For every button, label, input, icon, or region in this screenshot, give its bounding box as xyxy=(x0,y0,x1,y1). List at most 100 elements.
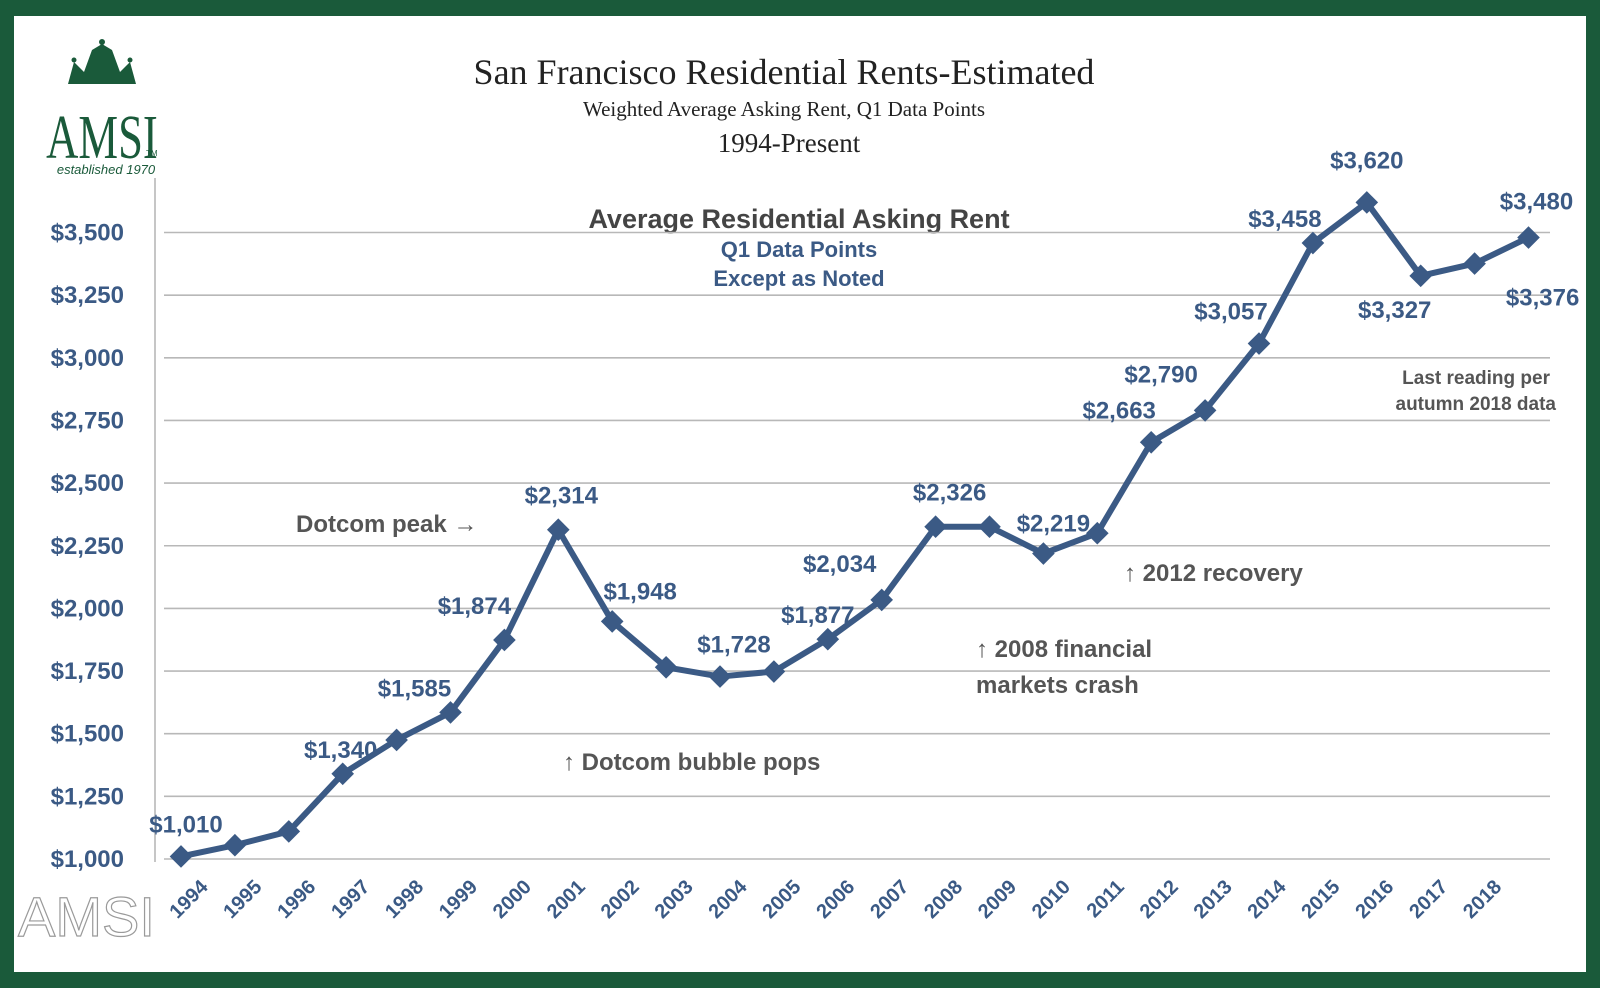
data-label: $3,480 xyxy=(1500,189,1573,216)
data-label: $3,057 xyxy=(1194,299,1267,326)
data-point xyxy=(1463,252,1486,275)
data-label: $1,728 xyxy=(697,632,770,659)
x-tick-label: 2018 xyxy=(1459,876,1506,923)
data-point xyxy=(816,627,840,651)
x-tick-label: 2002 xyxy=(597,876,644,923)
data-point xyxy=(1139,430,1163,454)
data-point xyxy=(1247,332,1271,355)
data-point xyxy=(708,665,732,688)
x-tick-label: 2011 xyxy=(1083,876,1129,922)
annotation-2008-crash-2: markets crash xyxy=(976,672,1139,699)
chart-subtitle-1: Q1 Data Points xyxy=(721,237,877,262)
y-tick-label: $1,500 xyxy=(51,721,124,748)
series-rent xyxy=(169,191,1540,868)
page-period: 1994-Present xyxy=(718,128,861,158)
data-label: $1,340 xyxy=(304,737,377,764)
x-tick-label: 2015 xyxy=(1297,876,1344,923)
annotation-dotcom-peak: Dotcom peak → xyxy=(296,511,477,538)
data-label: $2,790 xyxy=(1124,361,1197,388)
data-label: $2,219 xyxy=(1017,511,1090,538)
chart-subtitle-2: Except as Noted xyxy=(713,266,884,291)
annotation-2008-crash-1: ↑ 2008 financial xyxy=(976,636,1152,663)
x-tick-label: 1996 xyxy=(273,876,320,923)
y-tick-label: $2,500 xyxy=(51,470,124,497)
data-point xyxy=(385,728,408,752)
chart-title: Average Residential Asking Rent xyxy=(588,204,1009,234)
series-line xyxy=(180,199,1530,860)
x-tick-label: 2008 xyxy=(920,876,967,923)
x-tick-label: 1994 xyxy=(166,875,214,923)
data-point xyxy=(978,515,1001,539)
data-point xyxy=(331,762,355,786)
data-label: $3,376 xyxy=(1506,285,1579,312)
data-label: $1,585 xyxy=(378,675,451,702)
annotation-last-reading-2: autumn 2018 data xyxy=(1396,394,1557,415)
x-tick-label: 2004 xyxy=(705,875,753,923)
data-point xyxy=(762,660,786,683)
x-tick-label: 2012 xyxy=(1136,876,1183,923)
x-tick-label: 2000 xyxy=(489,876,536,923)
x-tick-label: 2013 xyxy=(1190,876,1237,923)
x-tick-label: 1999 xyxy=(435,876,482,923)
logo-tm: TM xyxy=(146,149,158,158)
data-point xyxy=(600,610,624,633)
page-title: San Francisco Residential Rents-Estimate… xyxy=(474,52,1095,92)
y-tick-label: $1,250 xyxy=(51,783,124,810)
x-axis-ticks: 1994 1995 1996 1997 1998 1999 2000 2001 2002 2003… xyxy=(166,875,1507,923)
x-tick-label: 2016 xyxy=(1351,876,1398,923)
x-tick-label: 2017 xyxy=(1405,876,1452,923)
y-tick-label: $3,000 xyxy=(51,345,124,372)
logo-text: AMSI xyxy=(46,103,158,172)
x-tick-label: 2009 xyxy=(974,876,1021,923)
annotation-2012-recovery: ↑ 2012 recovery xyxy=(1124,560,1303,587)
x-tick-label: 2010 xyxy=(1028,876,1075,923)
x-tick-label: 2005 xyxy=(758,876,805,923)
data-labels: $1,010 $1,340 $1,585 $1,874 $2,314 $1,948 $1,7… xyxy=(149,147,1579,838)
data-point xyxy=(1193,399,1217,422)
data-point xyxy=(654,655,678,679)
x-tick-label: 2001 xyxy=(543,876,590,923)
data-point xyxy=(1517,226,1540,249)
y-tick-label: $1,000 xyxy=(51,846,124,873)
data-point xyxy=(546,518,570,542)
y-tick-label: $2,750 xyxy=(51,407,124,434)
x-tick-label: 2007 xyxy=(866,876,913,923)
page-subtitle: Weighted Average Asking Rent, Q1 Data Po… xyxy=(583,97,985,121)
x-tick-label: 2003 xyxy=(651,876,698,923)
data-label: $1,948 xyxy=(603,578,676,605)
data-label: $1,877 xyxy=(781,602,854,629)
data-point xyxy=(169,845,193,868)
data-label: $1,010 xyxy=(149,811,222,838)
annotations: Dotcom peak → ↑ Dotcom bubble pops ↑ 200… xyxy=(296,368,1556,776)
y-tick-label: $1,750 xyxy=(51,658,124,685)
y-tick-label: $3,500 xyxy=(51,220,124,247)
y-tick-label: $2,250 xyxy=(51,533,124,560)
logo-tagline: established 1970 xyxy=(57,162,156,177)
data-label: $2,034 xyxy=(803,551,877,578)
data-point xyxy=(223,833,247,857)
y-axis-ticks: $1,000 $1,250 $1,500 $1,750 $2,000 $2,250 $2,5… xyxy=(51,220,124,874)
crown-icon xyxy=(68,44,136,84)
data-label: $3,327 xyxy=(1358,297,1431,324)
y-tick-label: $3,250 xyxy=(51,282,124,309)
data-point xyxy=(924,515,947,539)
data-point xyxy=(1409,264,1433,288)
chart-panel: AMSI TM established 1970 San Francisco R… xyxy=(14,16,1586,972)
x-tick-label: 2014 xyxy=(1244,875,1292,923)
x-tick-label: 2006 xyxy=(812,876,859,923)
rent-line-chart: AMSI TM established 1970 San Francisco R… xyxy=(17,39,1579,949)
data-label: $3,458 xyxy=(1248,206,1321,233)
amsi-logo: AMSI TM established 1970 xyxy=(46,39,158,177)
data-point xyxy=(870,588,894,612)
data-point xyxy=(493,628,516,652)
data-point xyxy=(1032,542,1055,565)
amsi-watermark: AMSI xyxy=(18,885,155,948)
data-label: $3,620 xyxy=(1330,147,1403,174)
data-label: $2,663 xyxy=(1082,397,1155,424)
y-tick-label: $2,000 xyxy=(51,595,124,622)
data-label: $2,326 xyxy=(913,480,986,507)
annotation-last-reading-1: Last reading per xyxy=(1402,368,1550,389)
data-label: $1,874 xyxy=(438,593,512,620)
annotation-dotcom-pops: ↑ Dotcom bubble pops xyxy=(563,749,820,776)
